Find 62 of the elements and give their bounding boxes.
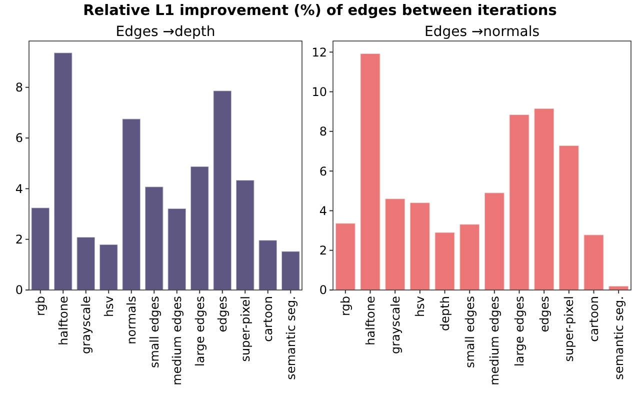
x-tick-label: cartoon — [261, 296, 276, 342]
bar — [258, 240, 278, 290]
bar — [190, 166, 210, 290]
x-tick-label: semantic seg. — [612, 296, 626, 380]
bar — [508, 114, 530, 290]
x-tick-label: depth — [438, 296, 452, 331]
y-tick-label: 2 — [15, 232, 23, 247]
x-tick-label: super-pixel — [562, 296, 576, 362]
x-tick-label: edges — [537, 296, 552, 332]
bar — [236, 180, 255, 290]
bar — [144, 186, 164, 290]
bar — [384, 198, 406, 290]
x-tick-label: rgb — [34, 296, 48, 316]
x-tick-label: super-pixel — [238, 296, 252, 362]
y-tick-label: 8 — [15, 80, 23, 95]
y-tick-label: 8 — [319, 124, 327, 139]
bar — [583, 234, 604, 290]
bar — [76, 236, 96, 290]
bar — [212, 90, 232, 290]
y-tick-label: 6 — [319, 164, 327, 178]
chart-subtitle: Edges →normals — [424, 24, 540, 40]
bar — [534, 108, 555, 290]
bar — [30, 207, 50, 290]
x-tick-label: grayscale — [388, 296, 402, 354]
bar — [54, 52, 73, 290]
x-tick-label: medium edges — [170, 296, 184, 386]
y-tick-label: 6 — [15, 131, 23, 146]
y-tick-label: 4 — [15, 182, 23, 196]
y-tick-label: 12 — [312, 45, 327, 60]
bar — [558, 144, 580, 290]
bar — [434, 232, 456, 290]
bar — [459, 224, 480, 290]
bar — [281, 250, 300, 290]
x-tick-label: small edges — [147, 296, 162, 368]
x-tick-label: grayscale — [79, 296, 94, 354]
x-tick-label: normals — [124, 296, 139, 344]
chart-subtitle: Edges →depth — [116, 24, 216, 40]
x-tick-label: hsv — [102, 296, 116, 317]
y-tick-label: 4 — [319, 204, 327, 218]
bar — [167, 208, 186, 290]
x-tick-label: cartoon — [586, 296, 601, 342]
x-tick-label: edges — [216, 296, 230, 332]
x-tick-label: halftone — [363, 296, 378, 346]
x-tick-label: large edges — [512, 296, 526, 366]
chart-title: Relative L1 improvement (%) of edges between iterations — [83, 3, 557, 19]
y-tick-label: 0 — [15, 283, 23, 298]
bar — [409, 202, 430, 290]
x-tick-label: rgb — [338, 296, 353, 316]
x-tick-label: hsv — [413, 296, 428, 317]
x-tick-label: large edges — [192, 296, 207, 366]
x-tick-label: semantic seg. — [284, 296, 298, 380]
bar — [484, 192, 505, 290]
x-tick-label: halftone — [56, 296, 70, 346]
bar — [122, 118, 141, 290]
y-tick-label: 2 — [319, 244, 327, 258]
x-tick-label: medium edges — [488, 296, 502, 386]
bar — [99, 244, 118, 290]
bar — [334, 222, 356, 290]
x-tick-label: small edges — [462, 296, 477, 368]
bar — [360, 52, 381, 290]
y-tick-label: 0 — [319, 283, 327, 298]
y-tick-label: 10 — [312, 84, 327, 99]
